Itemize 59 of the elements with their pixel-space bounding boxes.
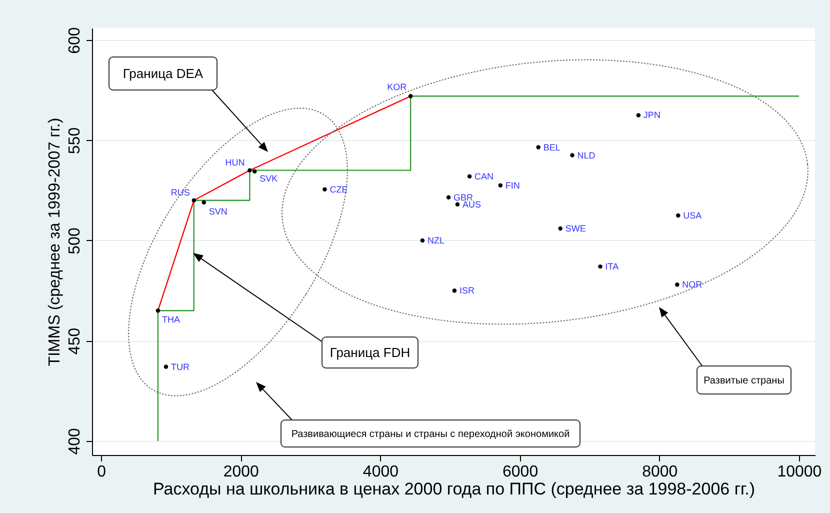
point (498, 183, 503, 188)
annotation: Развитые страны (704, 376, 784, 386)
y-tick-label: 600 (66, 27, 84, 54)
point (322, 187, 327, 192)
data-label: FIN (505, 180, 520, 190)
data-label: HUN (225, 157, 245, 168)
data-label: TUR (170, 362, 190, 372)
data-label: SVN (208, 206, 228, 216)
data-label: NOR (682, 280, 703, 290)
y-axis-title: TIMMS (среднее за 1999-2007 гг.) (46, 118, 64, 366)
data-label: CZE (330, 184, 348, 194)
x-tick-label: 0 (97, 464, 106, 480)
x-axis-title: Расходы на школьника в ценах 2000 года по ППС (среднее за 1998-2006 гг.) (152, 480, 756, 498)
data-label: SVK (260, 173, 278, 184)
point (452, 288, 457, 293)
point (446, 195, 451, 200)
point (536, 145, 540, 150)
point (252, 169, 257, 174)
x-tick-label: 6000 (502, 464, 538, 480)
data-label: ISR (459, 286, 475, 296)
data-label: BEL (543, 142, 560, 152)
line-series (157, 96, 800, 442)
x-tick-label: 10000 (777, 464, 822, 480)
x-tick-label: 2000 (223, 464, 260, 480)
data-label: NLD (577, 150, 596, 160)
data-label: CAN (474, 171, 494, 182)
point (570, 153, 574, 158)
point (156, 308, 160, 313)
data-label: ITA (605, 262, 619, 272)
point (598, 264, 602, 269)
data-label: RUS (170, 187, 190, 198)
point (192, 198, 196, 203)
point (676, 213, 680, 218)
data-label: USA (683, 210, 702, 220)
x-tick-label: 4000 (362, 464, 399, 480)
point (202, 200, 206, 205)
y-tick-label: 400 (66, 428, 84, 455)
line-series (157, 96, 412, 312)
point (248, 168, 252, 172)
point (675, 282, 680, 287)
point (467, 174, 472, 178)
annotation: Граница DEA (122, 66, 204, 82)
y-tick-label: 500 (66, 228, 84, 254)
y-tick-label: 550 (66, 127, 84, 154)
data-label: SWE (565, 223, 586, 234)
x-tick-label: 8000 (642, 464, 678, 480)
data-label: NZL (427, 236, 444, 246)
annotation: Развивающиеся страны и страны с переходной экономикой (291, 429, 570, 440)
data-label: KOR (387, 82, 408, 92)
y-tick-label: 450 (66, 328, 84, 355)
point (408, 94, 413, 98)
point (558, 226, 562, 231)
point (164, 364, 168, 369)
data-label: THA (162, 314, 180, 325)
point (420, 238, 425, 243)
data-label: JPN (643, 110, 660, 120)
point (636, 113, 641, 118)
point (455, 202, 460, 207)
annotation: Граница FDH (330, 345, 410, 360)
